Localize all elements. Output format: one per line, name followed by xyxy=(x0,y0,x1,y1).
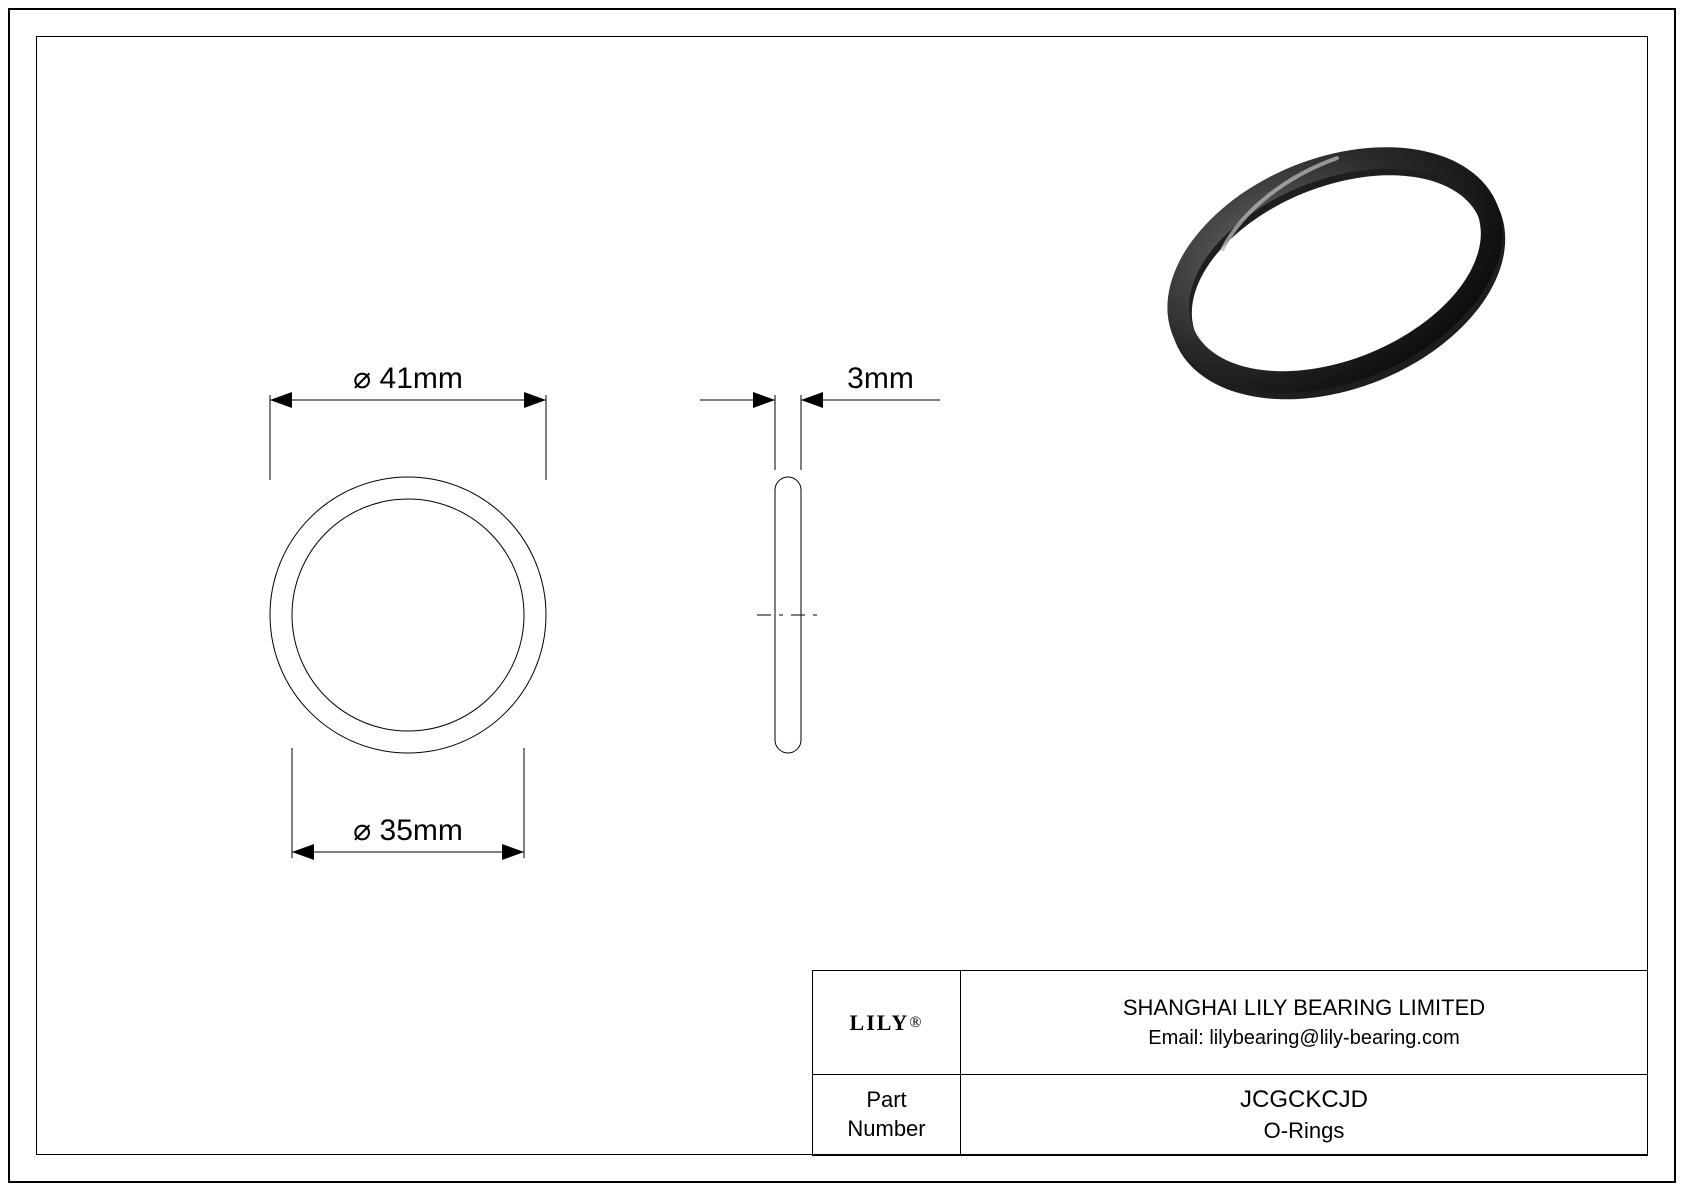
company-name: SHANGHAI LILY BEARING LIMITED xyxy=(961,995,1647,1021)
part-description: O-Rings xyxy=(961,1118,1647,1144)
iso-view xyxy=(1131,101,1542,446)
side-view xyxy=(757,477,819,753)
part-label-line1: Part xyxy=(866,1087,906,1112)
logo-text: LILY xyxy=(850,1010,910,1035)
company-email: Email: lilybearing@lily-bearing.com xyxy=(961,1027,1647,1050)
inner-diameter-label: ⌀ 35mm xyxy=(353,814,463,847)
part-label-cell: Part Number xyxy=(813,1075,961,1156)
front-view xyxy=(270,477,546,753)
logo-cell: LILY® xyxy=(813,971,961,1075)
title-block: LILY® SHANGHAI LILY BEARING LIMITED Emai… xyxy=(812,970,1648,1155)
outer-diameter-label: ⌀ 41mm xyxy=(353,362,463,395)
thickness-label: 3mm xyxy=(847,362,914,395)
trademark-symbol: ® xyxy=(909,1014,923,1031)
dimension-annotations: ⌀ 41mm ⌀ 35mm 3mm xyxy=(270,362,940,860)
part-number: JCGCKCJD xyxy=(961,1086,1647,1114)
part-value-cell: JCGCKCJD O-Rings xyxy=(961,1075,1648,1156)
page-root: ⌀ 41mm ⌀ 35mm 3mm LILY® SHANGHAI LILY BEAR… xyxy=(0,0,1684,1191)
company-cell: SHANGHAI LILY BEARING LIMITED Email: lil… xyxy=(961,971,1648,1075)
part-label-line2: Number xyxy=(847,1116,925,1141)
